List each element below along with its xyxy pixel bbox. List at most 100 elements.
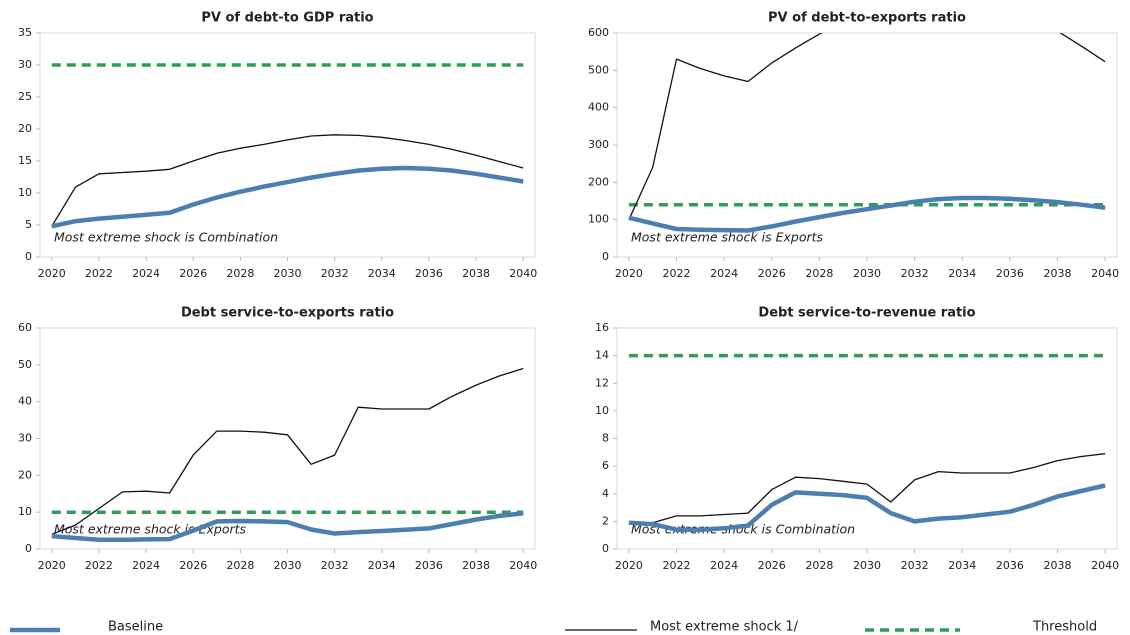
y-tick-label: 600: [588, 26, 609, 39]
x-tick-label: 2024: [710, 559, 738, 572]
y-tick-label: 4: [602, 487, 609, 500]
series-line: [51, 511, 524, 543]
x-tick-label: 2040: [1091, 559, 1119, 572]
series-line: [51, 367, 524, 535]
x-tick-label: 2026: [758, 559, 786, 572]
y-tick-label: 500: [588, 63, 609, 76]
panel: Debt service-to-exports ratio01020304050…: [18, 306, 537, 573]
x-tick-label: 2040: [1091, 267, 1119, 280]
series-line: [51, 165, 524, 229]
plot-area: [616, 32, 1118, 258]
x-tick-label: 2020: [38, 559, 66, 572]
x-tick-label: 2036: [996, 559, 1024, 572]
panel-title: Debt service-to-exports ratio: [181, 306, 394, 321]
y-tick-label: 20: [18, 468, 32, 481]
y-tick-label: 0: [602, 542, 609, 555]
x-tick-label: 2030: [274, 559, 302, 572]
x-tick-label: 2032: [901, 559, 929, 572]
panel-title: Debt service-to-revenue ratio: [758, 306, 975, 321]
series-line: [628, 453, 1106, 524]
y-tick-label: 16: [595, 321, 609, 334]
annotation: Most extreme shock is Exports: [54, 522, 247, 537]
y-tick-label: 10: [595, 404, 609, 417]
y-tick-label: 35: [18, 26, 32, 39]
y-tick-label: 15: [18, 154, 32, 167]
x-tick-label: 2026: [179, 267, 207, 280]
y-tick-label: 5: [25, 218, 32, 231]
y-tick-label: 50: [18, 358, 32, 371]
x-tick-label: 2030: [853, 267, 881, 280]
x-tick-label: 2022: [85, 559, 113, 572]
y-tick-label: 20: [18, 122, 32, 135]
x-tick-label: 2038: [1043, 559, 1071, 572]
legend-label: Baseline: [108, 620, 163, 635]
series-line: [628, 33, 1106, 220]
panel: PV of debt-to GDP ratio 0 5 10 15 20 25 30 35 202…: [18, 11, 537, 281]
y-tick-label: 2: [602, 514, 609, 527]
x-tick-label: 2030: [853, 559, 881, 572]
x-tick-label: 2038: [462, 267, 490, 280]
series-line: [628, 195, 1106, 233]
x-tick-label: 2034: [368, 559, 396, 572]
y-tick-label: 400: [588, 101, 609, 114]
y-tick-label: 30: [18, 58, 32, 71]
y-tick-label: 40: [18, 395, 32, 408]
panel: Debt service-to-revenue ratio 0 2 4 6 8 10 12 14…: [595, 306, 1119, 573]
x-tick-label: 2024: [710, 267, 738, 280]
x-tick-label: 2020: [615, 559, 643, 572]
x-tick-label: 2028: [226, 267, 254, 280]
x-tick-label: 2028: [226, 559, 254, 572]
panel-title: PV of debt-to-exports ratio: [768, 11, 966, 26]
x-tick-label: 2036: [996, 267, 1024, 280]
series-line: [628, 483, 1106, 532]
x-tick-label: 2036: [415, 267, 443, 280]
x-tick-label: 2024: [132, 559, 160, 572]
panel: PV of debt-to-exports ratio 0 100 200 300 400…: [588, 11, 1119, 281]
y-tick-label: 0: [25, 542, 32, 555]
x-tick-label: 2032: [321, 559, 349, 572]
annotation: Most extreme shock is Combination: [631, 522, 855, 537]
x-tick-label: 2034: [948, 267, 976, 280]
x-tick-label: 2040: [509, 559, 537, 572]
y-tick-label: 8: [602, 432, 609, 445]
x-tick-label: 2022: [85, 267, 113, 280]
legend-label: Most extreme shock 1/: [650, 620, 799, 635]
x-tick-label: 2028: [805, 559, 833, 572]
x-tick-label: 2034: [948, 559, 976, 572]
x-tick-label: 2038: [462, 559, 490, 572]
y-tick-label: 10: [18, 186, 32, 199]
x-tick-label: 2036: [415, 559, 443, 572]
x-tick-label: 2022: [663, 267, 691, 280]
y-tick-label: 100: [588, 213, 609, 226]
y-tick-label: 25: [18, 90, 32, 103]
x-tick-label: 2020: [38, 267, 66, 280]
x-tick-label: 2032: [901, 267, 929, 280]
annotation: Most extreme shock is Combination: [54, 230, 278, 245]
y-tick-label: 6: [602, 459, 609, 472]
plot-area: [39, 327, 536, 550]
x-tick-label: 2028: [805, 267, 833, 280]
x-tick-label: 2026: [179, 559, 207, 572]
x-tick-label: 2040: [509, 267, 537, 280]
panel-title: PV of debt-to GDP ratio: [201, 11, 373, 26]
annotation: Most extreme shock is Exports: [631, 230, 824, 245]
y-tick-label: 0: [25, 250, 32, 263]
y-tick-label: 30: [18, 432, 32, 445]
y-tick-label: 14: [595, 349, 609, 362]
y-tick-label: 60: [18, 321, 32, 334]
y-tick-label: 10: [18, 505, 32, 518]
legend-label: Threshold: [1032, 620, 1097, 635]
x-tick-label: 2024: [132, 267, 160, 280]
y-tick-label: 0: [602, 250, 609, 263]
y-tick-label: 200: [588, 175, 609, 188]
x-tick-label: 2038: [1043, 267, 1071, 280]
y-tick-label: 12: [595, 376, 609, 389]
x-tick-label: 2034: [368, 267, 396, 280]
x-tick-label: 2022: [663, 559, 691, 572]
x-tick-label: 2030: [274, 267, 302, 280]
x-tick-label: 2032: [321, 267, 349, 280]
x-tick-label: 2026: [758, 267, 786, 280]
y-tick-label: 300: [588, 138, 609, 151]
x-tick-label: 2020: [615, 267, 643, 280]
